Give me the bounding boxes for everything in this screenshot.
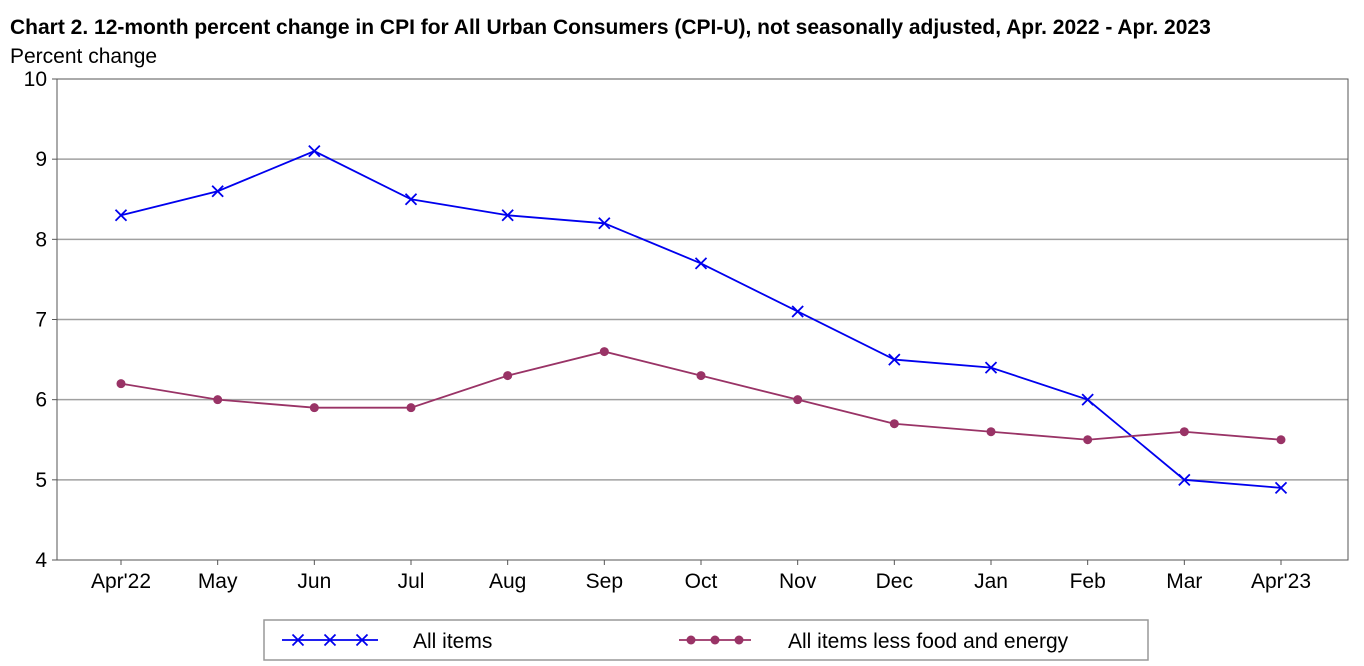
- x-tick-label: Oct: [685, 570, 718, 593]
- data-point: [1274, 481, 1288, 494]
- legend-label: All items: [413, 630, 492, 653]
- legend: All items All items less food and energy: [263, 619, 1149, 661]
- data-point: [404, 193, 418, 206]
- x-tick-label: Apr'23: [1251, 570, 1311, 593]
- data-point: [501, 209, 514, 222]
- x-tick-label: Sep: [586, 570, 623, 593]
- data-point: [984, 361, 998, 374]
- data-point: [308, 145, 321, 158]
- data-point: [406, 403, 416, 413]
- x-tick-label: Jul: [398, 570, 425, 593]
- legend-marker: [355, 633, 369, 647]
- series-line: [120, 350, 1282, 441]
- legend-label: All items less food and energy: [788, 630, 1069, 653]
- data-point: [599, 347, 609, 357]
- legend-marker: [291, 633, 305, 647]
- data-point: [986, 427, 996, 437]
- x-tick-label: Jun: [297, 570, 331, 593]
- data-point: [116, 379, 126, 389]
- x-tick-label: Mar: [1166, 570, 1202, 593]
- legend-marker: [734, 635, 744, 645]
- data-point: [888, 353, 901, 366]
- x-tick-label: Apr'22: [91, 570, 151, 593]
- x-tick-label: Nov: [779, 570, 817, 593]
- y-axis-label: Percent change: [10, 45, 157, 68]
- data-point: [1179, 427, 1189, 437]
- data-point: [696, 371, 706, 381]
- data-point: [213, 395, 223, 405]
- data-point: [1178, 473, 1191, 486]
- series-core: [116, 347, 1286, 445]
- legend-entry: All items less food and energy: [679, 630, 1069, 653]
- x-tick-label: Dec: [876, 570, 913, 593]
- x-tick-label: May: [198, 570, 238, 593]
- data-point: [1083, 435, 1093, 445]
- x-axis-ticks: Apr'22 May Jun Jul Aug Sep Oct Nov Dec Jan Feb Mar A…: [91, 560, 1311, 593]
- data-point: [1081, 393, 1094, 406]
- y-tick-label: 8: [35, 228, 47, 251]
- data-point: [114, 209, 128, 222]
- legend-entry: All items: [282, 630, 492, 653]
- y-axis-ticks: 4 5 6 7 8 9 10: [24, 68, 57, 572]
- y-tick-label: 9: [35, 148, 47, 171]
- data-point: [1276, 435, 1286, 445]
- data-point: [309, 403, 319, 413]
- series-all-items: [114, 145, 1288, 494]
- data-point: [503, 371, 513, 381]
- data-point: [598, 217, 611, 230]
- y-tick-label: 4: [35, 549, 47, 572]
- gridlines: [57, 158, 1348, 481]
- data-point: [889, 419, 899, 429]
- legend-marker: [686, 635, 696, 645]
- data-point: [793, 395, 803, 405]
- legend-marker: [323, 633, 337, 647]
- x-tick-label: Jan: [974, 570, 1008, 593]
- y-tick-label: 5: [35, 469, 47, 492]
- data-point: [694, 257, 708, 270]
- x-tick-label: Aug: [489, 570, 526, 593]
- data-point: [211, 185, 224, 198]
- y-tick-label: 10: [24, 68, 47, 91]
- chart-title: Chart 2. 12-month percent change in CPI …: [10, 16, 1211, 39]
- legend-marker: [710, 635, 720, 645]
- data-point: [791, 305, 804, 318]
- x-tick-label: Feb: [1070, 570, 1106, 593]
- y-tick-label: 7: [35, 309, 47, 332]
- y-tick-label: 6: [35, 389, 47, 412]
- series: [114, 145, 1288, 494]
